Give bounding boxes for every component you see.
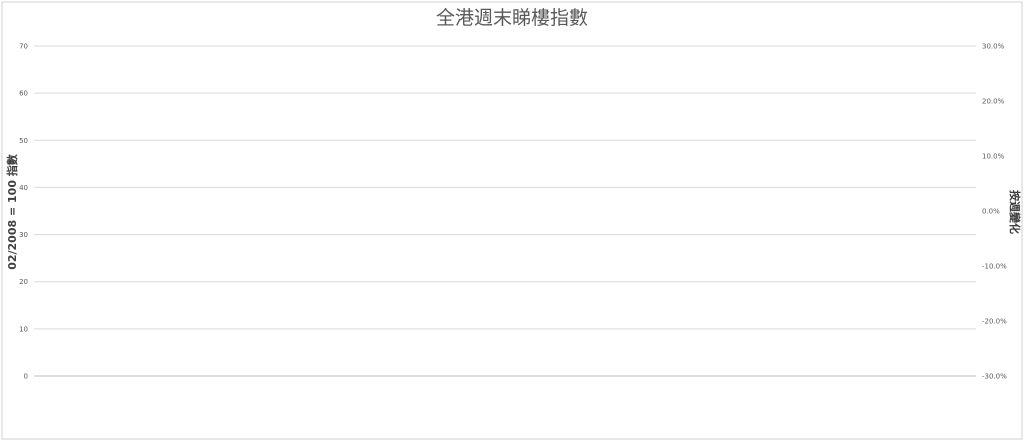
left-tick-label: 10 bbox=[19, 325, 28, 333]
left-axis-title: 02/2008 = 100 指數 bbox=[5, 154, 19, 270]
right-tick-label: 0.0% bbox=[982, 208, 1000, 216]
right-axis: -30.0% -20.0% -10.0% 0.0% 10.0% 20.0% 30.0% bbox=[982, 43, 1007, 381]
left-tick-label: 30 bbox=[19, 231, 28, 239]
left-tick-label: 60 bbox=[19, 90, 28, 98]
left-axis: 0 10 20 30 40 50 60 70 bbox=[19, 43, 28, 381]
left-tick-label: 20 bbox=[19, 278, 28, 286]
right-tick-label: 10.0% bbox=[982, 153, 1005, 161]
right-axis-title: 按週變化 bbox=[1008, 190, 1022, 234]
right-tick-label: 30.0% bbox=[982, 43, 1005, 51]
right-tick-label: 20.0% bbox=[982, 98, 1005, 106]
left-tick-label: 50 bbox=[19, 137, 28, 145]
right-tick-label: -30.0% bbox=[982, 373, 1007, 381]
right-tick-label: -10.0% bbox=[982, 263, 1007, 271]
left-tick-label: 40 bbox=[19, 184, 28, 192]
right-tick-label: -20.0% bbox=[982, 318, 1007, 326]
left-tick-label: 0 bbox=[24, 373, 28, 381]
chart-title: 全港週末睇樓指數 bbox=[436, 7, 588, 29]
left-tick-label: 70 bbox=[19, 43, 28, 51]
gridlines bbox=[34, 45, 976, 377]
